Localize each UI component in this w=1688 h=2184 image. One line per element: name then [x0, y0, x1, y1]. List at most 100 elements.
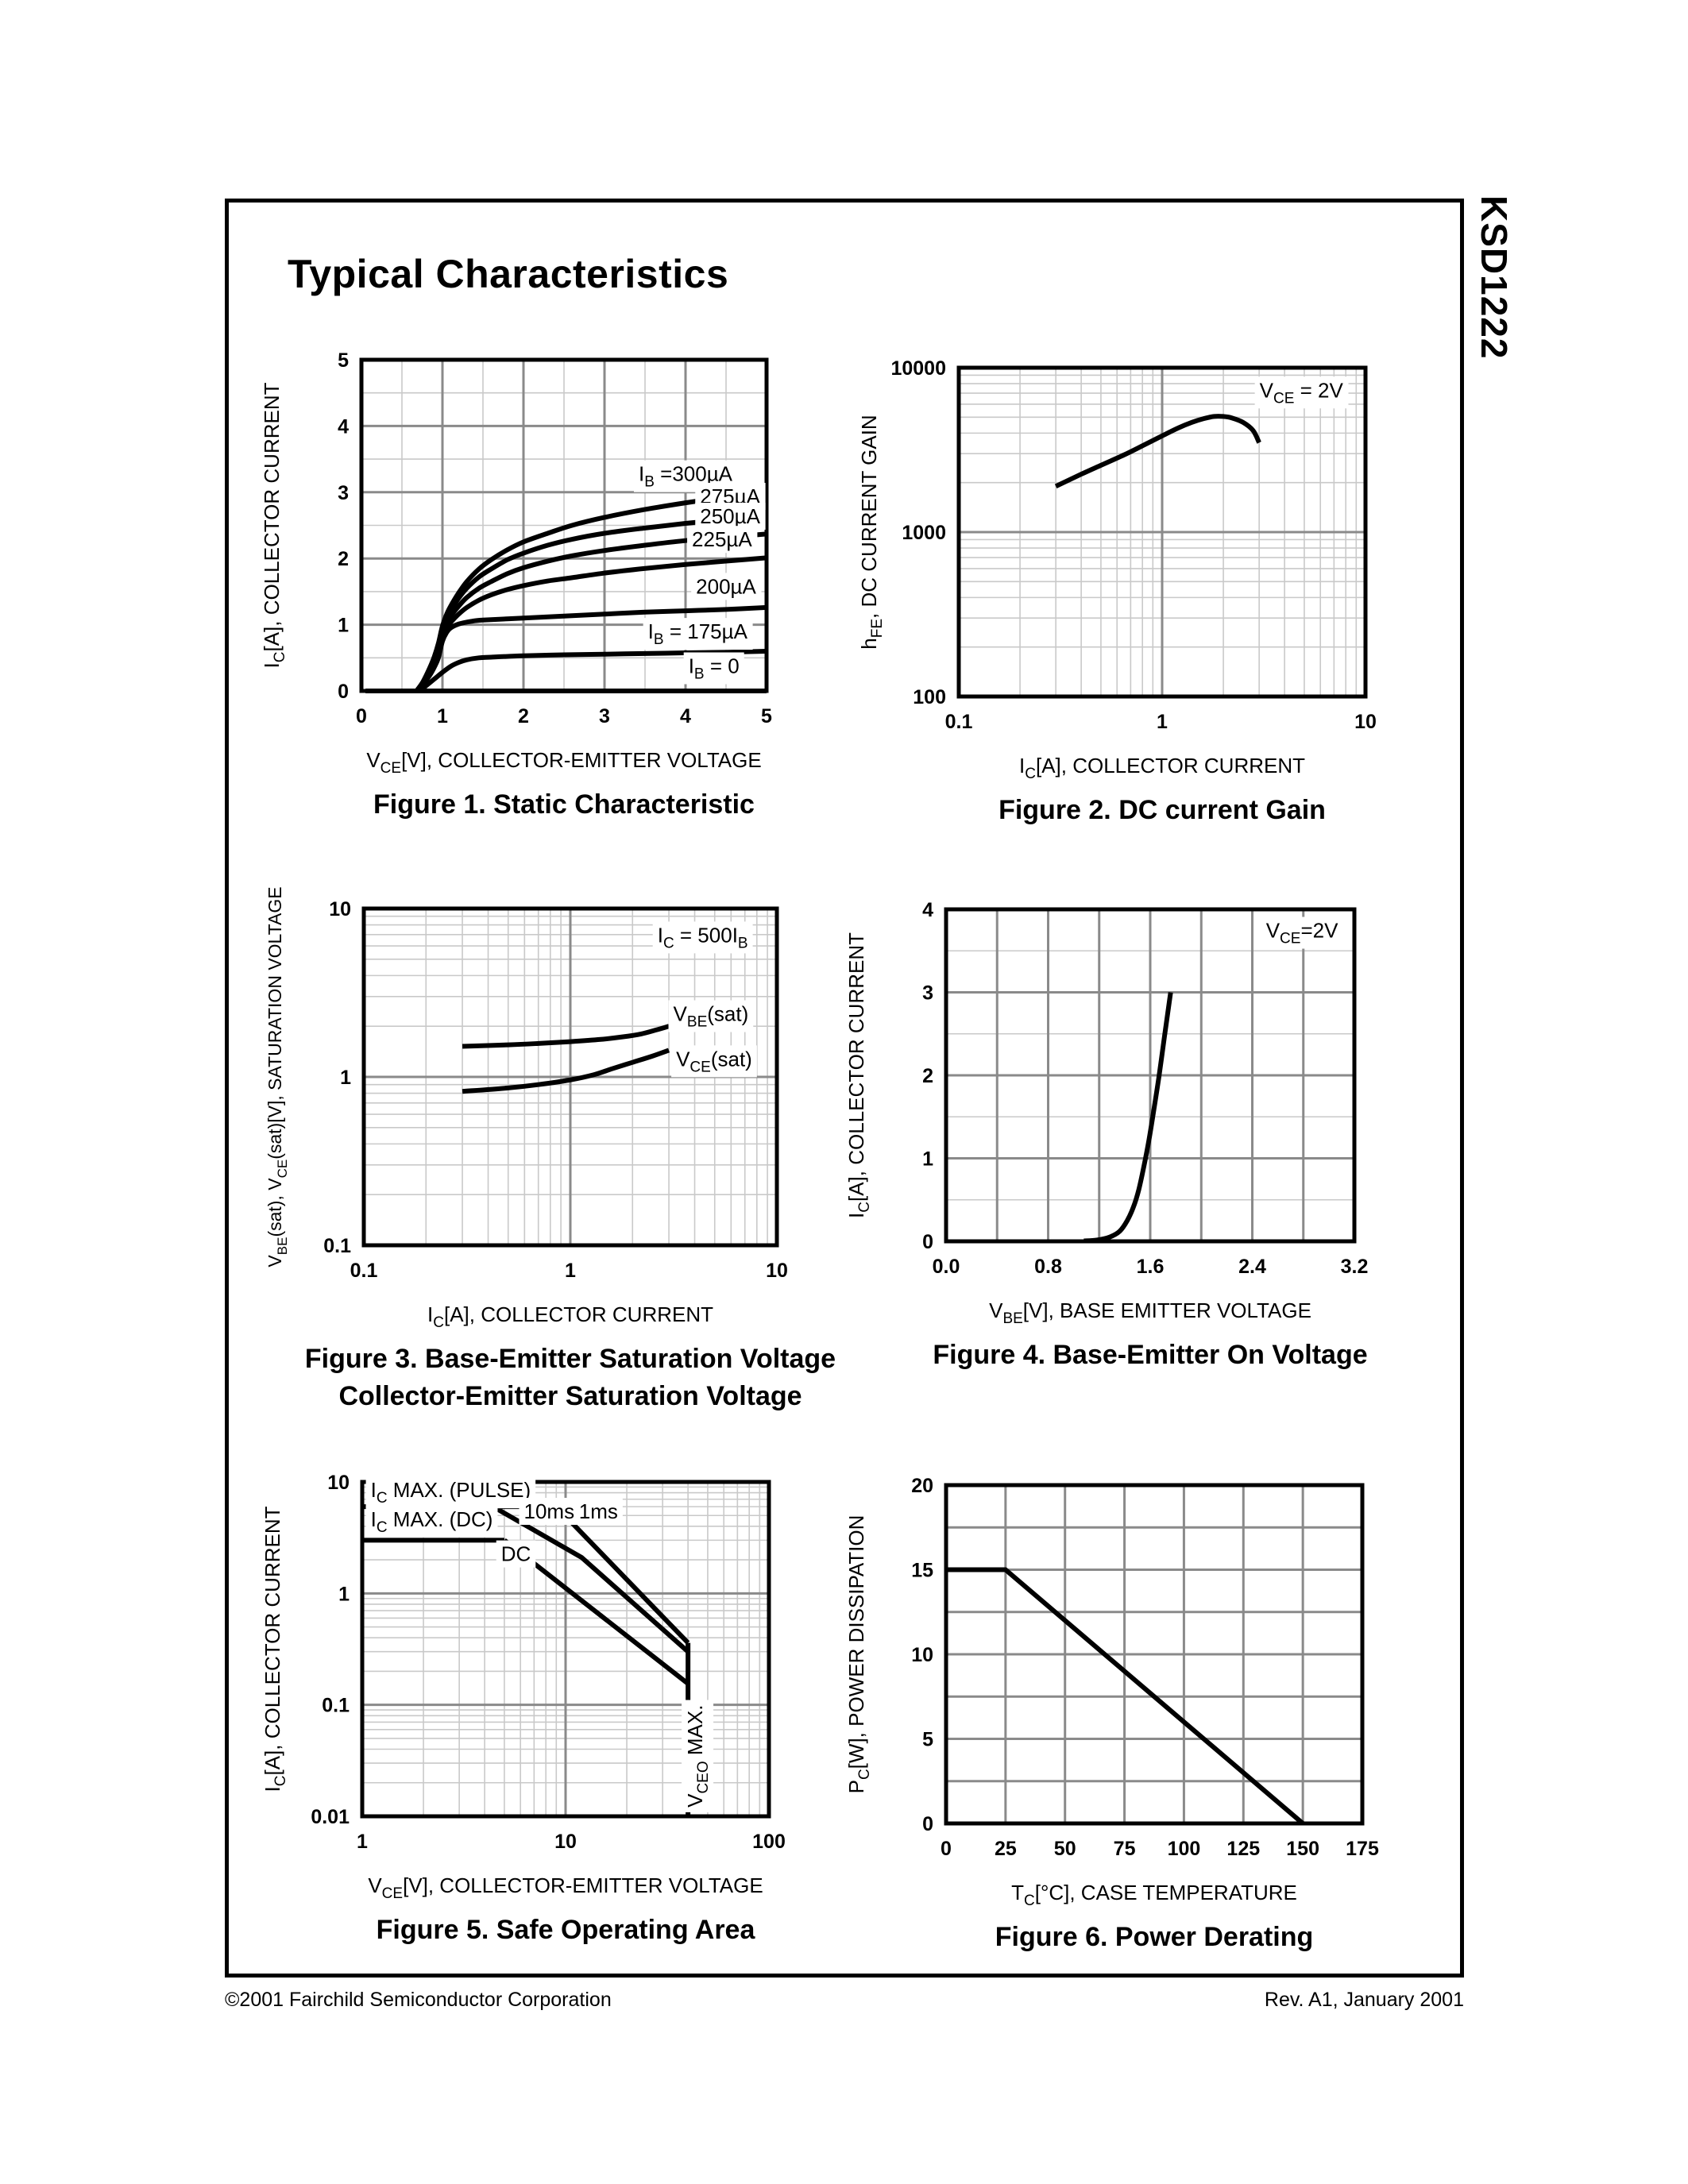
- figure-1-caption-line-1: Figure 1. Static Characteristic: [373, 789, 755, 820]
- svg-text:1000: 1000: [902, 522, 946, 544]
- svg-text:3: 3: [338, 482, 349, 504]
- svg-text:50: 50: [1054, 1838, 1076, 1860]
- svg-text:10: 10: [329, 898, 351, 920]
- figure-power-derating: 0 25 50 75 100 125 150 175 0 5 10 15 20 TC[°C], CASE …: [811, 1453, 1398, 2066]
- figure-base-emitter-on-voltage: VCE=2V 0.0 0.8 1.6 2.4 3.2 0 1 2 3 4 VBE[V], BASE E…: [811, 878, 1390, 1484]
- svg-text:2: 2: [518, 705, 529, 727]
- svg-text:0.8: 0.8: [1034, 1256, 1062, 1278]
- svg-text:5: 5: [922, 1729, 933, 1751]
- svg-text:0: 0: [941, 1838, 952, 1860]
- svg-text:0: 0: [356, 705, 367, 727]
- svg-text:VCE[V], COLLECTOR-EMITTER VOLT: VCE[V], COLLECTOR-EMITTER VOLTAGE: [368, 1873, 763, 1902]
- svg-text:DC: DC: [501, 1542, 531, 1566]
- figure-3-caption-line-2: Collector-Emitter Saturation Voltage: [338, 1381, 802, 1411]
- svg-text:175: 175: [1346, 1838, 1379, 1860]
- figure-3-caption: Figure 3. Base-Emitter Saturation Voltag…: [213, 1341, 928, 1415]
- svg-text:0.1: 0.1: [945, 711, 973, 733]
- svg-text:1: 1: [340, 1067, 351, 1089]
- svg-text:10: 10: [327, 1472, 350, 1494]
- svg-text:0: 0: [922, 1231, 933, 1253]
- svg-text:1: 1: [338, 615, 349, 637]
- svg-text:TC[°C], CASE TEMPERATURE: TC[°C], CASE TEMPERATURE: [1011, 1881, 1297, 1909]
- dc-current-gain-chart: VCE = 2V 0.1 1 10 100 1000 10000 IC[A], COLLECT…: [857, 357, 1377, 782]
- svg-text:IC MAX. (DC): IC MAX. (DC): [371, 1507, 493, 1536]
- svg-text:15: 15: [911, 1560, 933, 1582]
- svg-text:VCEO MAX.: VCEO MAX.: [683, 1705, 712, 1808]
- svg-text:200µA: 200µA: [696, 574, 756, 598]
- svg-text:IC = 500IB: IC = 500IB: [658, 923, 748, 951]
- figure-safe-operating-area: IC MAX. (PULSE) IC MAX. (DC) 10ms 1ms DC VCEO…: [227, 1450, 805, 2059]
- svg-text:4: 4: [922, 899, 933, 921]
- svg-text:25: 25: [995, 1838, 1017, 1860]
- figure-2-caption-line-1: Figure 2. DC current Gain: [999, 795, 1326, 825]
- svg-text:0.1: 0.1: [350, 1260, 378, 1282]
- svg-text:0.0: 0.0: [933, 1256, 960, 1278]
- svg-text:10: 10: [766, 1260, 788, 1282]
- figure-1-caption: Figure 1. Static Characteristic: [207, 786, 921, 824]
- svg-text:10: 10: [911, 1644, 933, 1666]
- svg-text:10000: 10000: [890, 357, 946, 380]
- figure-6-caption-line-1: Figure 6. Power Derating: [995, 1922, 1314, 1952]
- svg-text:0: 0: [338, 681, 349, 703]
- svg-text:4: 4: [680, 705, 691, 727]
- svg-text:VBE[V], BASE EMITTER VOLTAGE: VBE[V], BASE EMITTER VOLTAGE: [989, 1298, 1311, 1327]
- svg-text:250µA: 250µA: [700, 504, 760, 528]
- svg-text:VCE[V], COLLECTOR-EMITTER VOLT: VCE[V], COLLECTOR-EMITTER VOLTAGE: [366, 748, 761, 777]
- svg-text:225µA: 225µA: [692, 527, 752, 551]
- svg-text:IB =300µA: IB =300µA: [639, 462, 733, 491]
- part-number-label: KSD1222: [1474, 195, 1515, 360]
- svg-text:VCE(sat): VCE(sat): [676, 1047, 752, 1075]
- svg-text:IC[A], COLLECTOR CURRENT: IC[A], COLLECTOR CURRENT: [261, 1506, 289, 1792]
- svg-text:0: 0: [922, 1813, 933, 1835]
- svg-text:2.4: 2.4: [1238, 1256, 1266, 1278]
- svg-text:5: 5: [338, 349, 349, 372]
- footer-revision: Rev. A1, January 2001: [1264, 1989, 1464, 2011]
- svg-text:2: 2: [338, 548, 349, 570]
- power-derating-chart: 0 25 50 75 100 125 150 175 0 5 10 15 20 TC[°C], CASE …: [844, 1475, 1379, 1909]
- svg-text:20: 20: [911, 1475, 933, 1497]
- svg-text:hFE, DC CURRENT GAIN: hFE, DC CURRENT GAIN: [857, 415, 886, 649]
- svg-text:VCE = 2V: VCE = 2V: [1260, 378, 1344, 407]
- svg-text:VBE(sat): VBE(sat): [674, 1002, 749, 1031]
- page-title: Typical Characteristics: [288, 251, 729, 296]
- saturation-voltage-chart: VBE(sat) VCE(sat) IC = 500IB 0.1 1 10 0.1 1 10 IC…: [265, 886, 788, 1331]
- svg-text:1: 1: [1157, 711, 1168, 733]
- figure-6-caption: Figure 6. Power Derating: [797, 1919, 1512, 1956]
- svg-text:1: 1: [565, 1260, 576, 1282]
- svg-text:IB = 175µA: IB = 175µA: [648, 619, 748, 648]
- svg-text:0.1: 0.1: [323, 1235, 351, 1257]
- svg-text:3.2: 3.2: [1341, 1256, 1369, 1278]
- figure-dc-current-gain: VCE = 2V 0.1 1 10 100 1000 10000 IC[A], COLLECT…: [824, 336, 1401, 939]
- svg-text:IB = 0: IB = 0: [689, 654, 740, 682]
- figure-static-characteristic: IB =300µA 275µA 250µA 225µA 200µA IB = 175µA I…: [226, 328, 802, 933]
- svg-text:150: 150: [1286, 1838, 1319, 1860]
- svg-text:75: 75: [1114, 1838, 1136, 1860]
- base-emitter-on-voltage-chart: VCE=2V 0.0 0.8 1.6 2.4 3.2 0 1 2 3 4 VBE[V], BASE E…: [844, 899, 1369, 1327]
- figure-4-caption: Figure 4. Base-Emitter On Voltage: [793, 1337, 1508, 1374]
- svg-text:IC[A], COLLECTOR CURRENT: IC[A], COLLECTOR CURRENT: [1019, 754, 1305, 782]
- svg-text:0.1: 0.1: [322, 1695, 350, 1717]
- svg-text:10: 10: [1354, 711, 1377, 733]
- svg-text:3: 3: [599, 705, 610, 727]
- svg-text:IC[A], COLLECTOR CURRENT: IC[A], COLLECTOR CURRENT: [260, 382, 288, 668]
- footer-copyright: ©2001 Fairchild Semiconductor Corporatio…: [225, 1989, 612, 2011]
- svg-text:2: 2: [922, 1065, 933, 1087]
- figure-5-caption: Figure 5. Safe Operating Area: [208, 1912, 923, 1949]
- figure-2-caption: Figure 2. DC current Gain: [805, 792, 1520, 829]
- svg-text:1: 1: [437, 705, 448, 727]
- svg-text:4: 4: [338, 415, 349, 438]
- svg-text:0.01: 0.01: [311, 1806, 350, 1828]
- svg-text:VBE(sat), VCE(sat)[V], SATURAT: VBE(sat), VCE(sat)[V], SATURATION VOLTAG…: [265, 886, 290, 1267]
- content-border: [225, 199, 1464, 1978]
- svg-text:IC[A], COLLECTOR CURRENT: IC[A], COLLECTOR CURRENT: [427, 1302, 713, 1331]
- svg-text:1: 1: [338, 1583, 350, 1605]
- svg-text:100: 100: [913, 686, 946, 708]
- figure-3-caption-line-1: Figure 3. Base-Emitter Saturation Voltag…: [304, 1344, 836, 1374]
- svg-text:100: 100: [752, 1831, 786, 1853]
- svg-text:1: 1: [357, 1831, 368, 1853]
- svg-text:1: 1: [922, 1148, 933, 1171]
- svg-text:125: 125: [1226, 1838, 1260, 1860]
- svg-text:10: 10: [554, 1831, 577, 1853]
